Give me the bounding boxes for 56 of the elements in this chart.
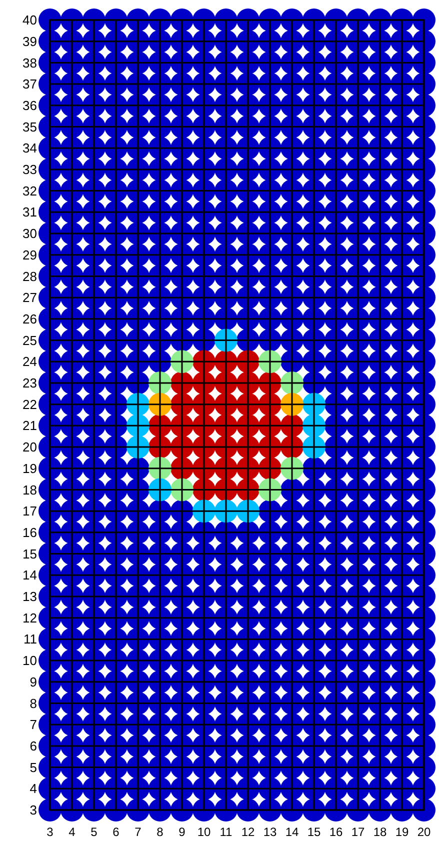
- x-tick-label: 13: [263, 825, 277, 839]
- y-tick-label: 10: [22, 653, 37, 668]
- y-tick-label: 27: [22, 290, 37, 306]
- x-tick-label: 8: [156, 825, 164, 839]
- x-tick-label: 20: [417, 825, 431, 839]
- x-tick-label: 10: [197, 825, 211, 839]
- y-tick-label: 8: [30, 696, 37, 711]
- x-tick-label: 4: [68, 825, 76, 839]
- y-tick-label: 25: [22, 332, 37, 348]
- x-tick-label: 7: [134, 825, 142, 839]
- x-tick-label: 19: [395, 825, 409, 839]
- x-tick-label: 12: [241, 825, 255, 839]
- y-tick-label: 16: [22, 524, 37, 540]
- y-tick-label: 38: [22, 55, 37, 70]
- y-tick-label: 7: [30, 717, 37, 732]
- x-tick-label: 5: [90, 825, 98, 839]
- y-tick-label: 18: [22, 482, 37, 498]
- y-tick-label: 40: [22, 12, 37, 28]
- y-tick-label: 12: [22, 610, 37, 626]
- y-tick-label: 29: [22, 247, 37, 262]
- y-tick-label: 15: [22, 546, 37, 562]
- y-tick-label: 36: [22, 98, 37, 113]
- y-tick-label: 32: [22, 183, 37, 198]
- y-tick-label: 39: [22, 34, 37, 49]
- y-tick-label: 30: [22, 226, 37, 242]
- y-tick-label: 35: [22, 119, 37, 134]
- y-tick-label: 24: [22, 354, 37, 370]
- y-tick-label: 23: [22, 376, 37, 391]
- x-tick-label: 9: [178, 825, 186, 839]
- y-tick-label: 34: [22, 140, 37, 156]
- y-tick-label: 5: [30, 760, 37, 775]
- y-tick-label: 22: [22, 396, 37, 412]
- x-tick-label: 18: [373, 825, 387, 839]
- y-tick-label: 31: [22, 204, 37, 220]
- y-tick-label: 13: [22, 589, 37, 604]
- y-tick-label: 17: [22, 504, 37, 519]
- y-tick-label: 4: [30, 781, 37, 796]
- y-tick-label: 26: [22, 311, 37, 326]
- x-tick-label: 3: [46, 825, 54, 839]
- y-tick-label: 37: [22, 76, 37, 92]
- x-tick-label: 14: [285, 825, 299, 839]
- y-tick-label: 11: [24, 632, 37, 647]
- y-tick-label: 28: [22, 268, 37, 284]
- y-tick-label: 21: [22, 418, 37, 434]
- x-tick-label: 6: [112, 825, 120, 839]
- y-tick-label: 19: [22, 460, 37, 476]
- x-tick-label: 16: [329, 825, 343, 839]
- y-tick-label: 6: [30, 738, 37, 754]
- y-tick-label: 3: [30, 802, 37, 818]
- y-tick-label: 33: [22, 162, 37, 178]
- x-tick-label: 17: [351, 825, 365, 839]
- x-tick-label: 15: [307, 825, 321, 839]
- y-tick-label: 9: [30, 674, 37, 690]
- y-tick-label: 14: [22, 568, 37, 583]
- y-tick-label: 20: [22, 440, 37, 455]
- x-tick-label: 11: [220, 825, 233, 839]
